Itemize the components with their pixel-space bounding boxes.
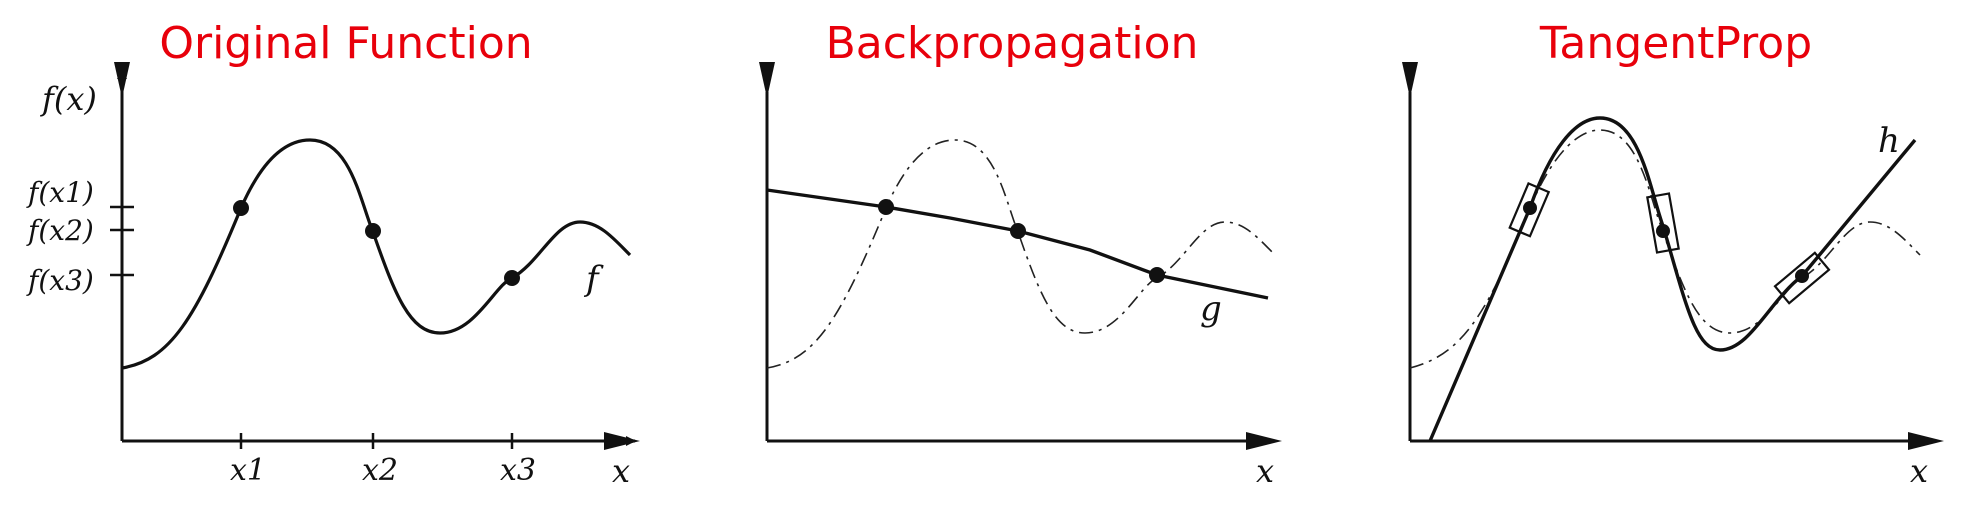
tangent-boxes — [1508, 182, 1831, 305]
panel-tangentprop: x h — [1402, 62, 1944, 490]
x-axis-label: x — [612, 452, 630, 490]
panel-backpropagation: x g — [759, 62, 1282, 490]
panel-original-function: f(x) f(x1) f(x2) f(x3) x1 x2 x3 x f — [26, 62, 640, 490]
learned-function-h — [1428, 116, 1917, 442]
x-axis-label: x — [1910, 452, 1928, 490]
panel-title-backpropagation: Backpropagation — [825, 18, 1199, 69]
x-tick-label-x2: x2 — [362, 453, 398, 488]
panel-title-tangentprop: TangentProp — [1539, 18, 1813, 69]
original-function-dashed — [1409, 129, 1921, 369]
x-tick-label-x1: x1 — [230, 453, 266, 488]
y-tick-label-f-x2: f(x2) — [26, 214, 94, 247]
panel-title-original-function: Original Function — [159, 18, 533, 69]
data-points — [1523, 201, 1809, 283]
curve-label-g: g — [1200, 289, 1222, 329]
data-points — [878, 199, 1165, 283]
data-points — [233, 200, 520, 286]
y-tick-label-f-x3: f(x3) — [26, 264, 94, 297]
original-function-dashed — [766, 139, 1276, 369]
x-tick-label-x3: x3 — [500, 453, 536, 488]
x-axis-label: x — [1256, 452, 1274, 490]
curve-label-f: f — [583, 259, 604, 299]
function-curve-f — [121, 138, 632, 370]
curve-label-h: h — [1878, 121, 1900, 161]
axes — [114, 62, 640, 450]
axes — [1402, 62, 1944, 450]
axes — [759, 62, 1282, 450]
y-axis-label: f(x) — [40, 80, 97, 118]
tick-marks — [110, 205, 514, 449]
y-tick-label-f-x1: f(x1) — [26, 176, 94, 209]
